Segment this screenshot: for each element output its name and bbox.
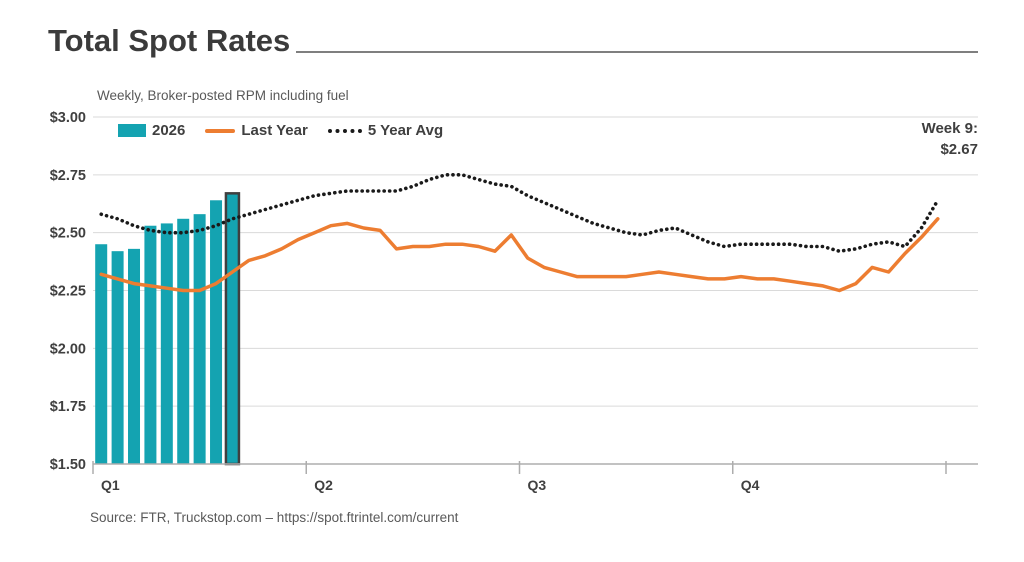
bar-swatch-icon: [118, 124, 146, 137]
legend-item-5-year-avg: 5 Year Avg: [327, 122, 444, 139]
y-tick-label: $1.50: [50, 457, 86, 473]
title-row: Total Spot Rates: [48, 22, 978, 60]
legend-item-2026: 2026: [118, 122, 185, 139]
gridlines: [93, 116, 978, 407]
legend-label: Last Year: [241, 122, 308, 139]
bar-week: [95, 244, 108, 464]
chart-legend: 2026 Last Year 5 Year Avg: [118, 122, 443, 139]
x-tick-label: Q1: [101, 477, 120, 493]
y-tick-label: $3.00: [50, 110, 86, 126]
x-axis: [92, 461, 978, 474]
page-title: Total Spot Rates: [48, 23, 291, 58]
source-note: Source: FTR, Truckstop.com – https://spo…: [90, 510, 459, 525]
bar-week: [128, 248, 141, 464]
legend-item-last-year: Last Year: [205, 122, 308, 139]
bar-week: [177, 218, 190, 464]
y-tick-label: $2.75: [50, 168, 86, 184]
bar-week: [210, 200, 223, 464]
legend-label: 2026: [152, 122, 186, 139]
bar-week: [144, 225, 157, 464]
line-swatch-icon: [205, 128, 236, 133]
y-tick-label: $2.25: [50, 284, 86, 300]
five-year-avg-line: [99, 173, 940, 253]
x-tick-label: Q2: [314, 477, 333, 493]
y-tick-label: $2.00: [50, 341, 86, 357]
y-tick-label: $1.75: [50, 399, 86, 415]
x-axis-labels: Q1 Q2 Q3 Q4: [101, 477, 760, 493]
y-tick-label: $2.50: [50, 226, 86, 242]
y-axis-labels: $3.00 $2.75 $2.50 $2.25 $2.00 $1.75 $1.50: [50, 110, 86, 473]
x-tick-label: Q3: [528, 477, 547, 493]
last-year-line: [99, 217, 940, 293]
bar-series-2026: [95, 192, 241, 466]
callout-value: $2.67: [940, 141, 978, 158]
current-week-callout: Week 9: $2.67: [922, 118, 978, 160]
x-tick-label: Q4: [741, 477, 760, 493]
chart-subtitle: Weekly, Broker-posted RPM including fuel: [97, 88, 349, 103]
bar-week: [160, 223, 173, 464]
dotted-swatch-icon: [327, 128, 362, 133]
callout-week: Week 9:: [921, 120, 978, 137]
title-underline-rule: [296, 51, 978, 53]
bar-week-current: [224, 192, 241, 466]
bar-week: [193, 214, 206, 464]
bar-week: [111, 251, 124, 464]
legend-label: 5 Year Avg: [367, 122, 444, 139]
